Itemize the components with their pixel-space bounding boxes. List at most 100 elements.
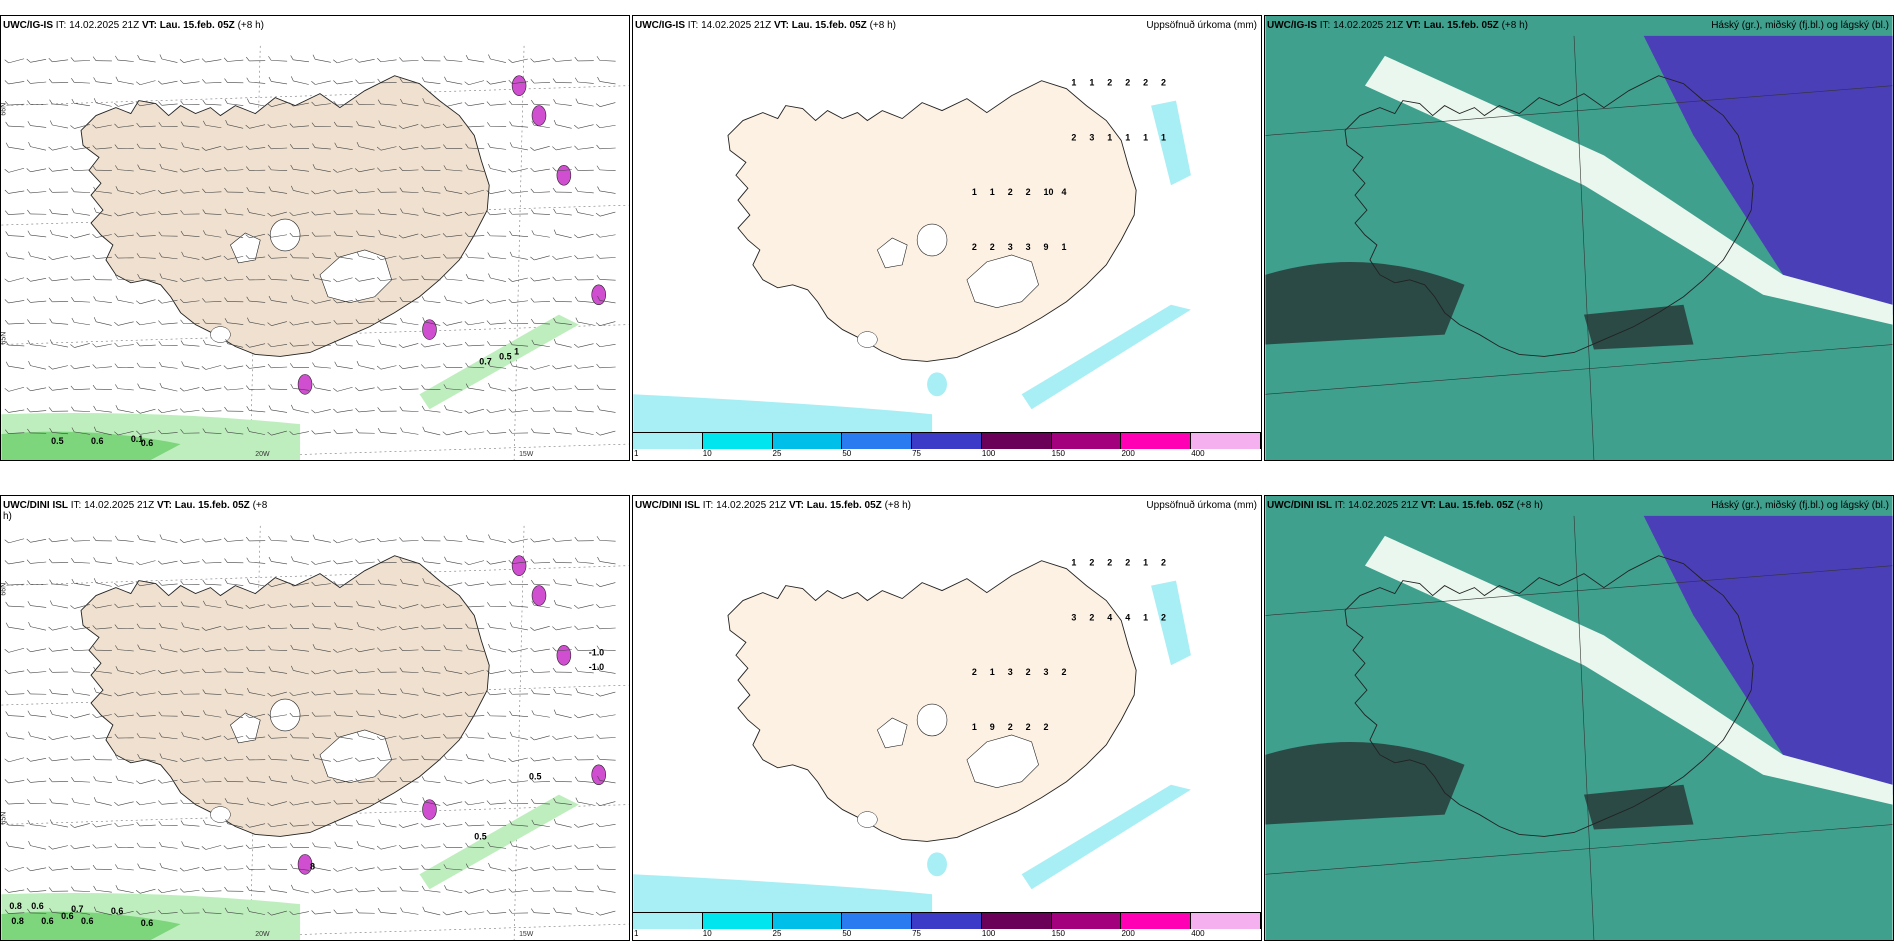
wind-barb [28, 840, 47, 850]
wind-barb [136, 712, 156, 717]
wind-barb [552, 386, 572, 391]
colorbar-swatch [772, 913, 843, 929]
wind-barb [28, 251, 47, 260]
precip-value-label: 2 [990, 242, 995, 252]
wind-barb [355, 408, 375, 413]
wind-barb [443, 363, 463, 368]
wind-barb [114, 801, 134, 806]
wind-barb [70, 865, 91, 871]
wind-gust-area [1, 431, 181, 460]
wind-barb [421, 384, 441, 390]
panel-header: UWC/IG-IS IT: 14.02.2025 21Z VT: Lau. 15… [3, 20, 264, 31]
wind-barb [268, 536, 288, 542]
glacier-myrdalsjokull [210, 806, 231, 823]
wind-barb [420, 734, 441, 739]
wind-barb [247, 98, 266, 107]
wind-value-label: 0.6 [31, 901, 43, 911]
wind-barb [201, 58, 222, 63]
precip-value-label: 3 [1008, 242, 1013, 252]
wind-barb [553, 208, 572, 216]
colorbar-label: 75 [912, 929, 922, 938]
dark-cloud-area [1265, 742, 1465, 825]
wind-barb [289, 843, 310, 848]
wind-barb [27, 820, 47, 827]
wind-barb [159, 622, 178, 630]
panel-wind-igis: UWC/IG-IS IT: 14.02.2025 21Z VT: Lau. 15… [0, 15, 630, 461]
wind-barb [311, 430, 331, 435]
wind-barb [201, 365, 222, 370]
wind-barb [268, 645, 288, 652]
wind-barb [224, 208, 244, 216]
wind-barb [289, 733, 310, 739]
wind-barb [464, 888, 485, 894]
wind-barb [115, 186, 134, 195]
wind-barb [159, 732, 178, 740]
wind-barb [115, 775, 134, 784]
wind-barb [311, 581, 331, 586]
lon-label-15w: 15W [519, 451, 534, 458]
wind-barb [596, 823, 616, 828]
wind-barb [92, 343, 112, 348]
wind-barb [377, 188, 397, 193]
wind-barb [267, 734, 288, 739]
wind-barb [553, 907, 572, 915]
wind-barb [531, 230, 550, 238]
precip-intensity-blob [531, 105, 547, 126]
wind-barb [246, 755, 266, 761]
wind-barb [574, 646, 594, 651]
wind-barb [246, 646, 266, 651]
wind-barb [48, 866, 69, 871]
wind-barb [377, 297, 397, 303]
wind-barb [201, 735, 222, 741]
wind-barb [333, 340, 353, 347]
wind-barb [421, 885, 441, 893]
longitude-line [513, 525, 525, 940]
colorbar-label: 150 [1051, 449, 1066, 458]
wind-barb [597, 76, 616, 85]
wind-barb [508, 298, 529, 303]
wind-barb [553, 579, 572, 586]
wind-barb [268, 666, 288, 674]
wind-barb [267, 823, 288, 828]
wind-barb [49, 339, 69, 348]
wind-barb [225, 819, 244, 828]
wind-barb [4, 167, 25, 173]
panel-header: UWC/DINI ISL IT: 14.02.2025 21Z VT: Lau.… [1267, 500, 1543, 511]
wind-barb [355, 559, 375, 564]
wind-value-label: 0.6 [141, 918, 153, 928]
wind-barb [115, 666, 134, 675]
wind-barb [442, 123, 463, 128]
wind-barb [444, 666, 463, 675]
wind-barb [202, 559, 222, 564]
wind-barb [48, 647, 69, 652]
wind-barb [597, 295, 616, 304]
wind-barb [443, 535, 463, 542]
wind-barb [508, 100, 529, 106]
wind-barb [487, 361, 507, 369]
wind-barb [267, 343, 288, 348]
wind-barb [377, 689, 397, 696]
wind-barb [420, 823, 441, 828]
wind-barb [92, 844, 112, 849]
precip-intensity-blob [511, 555, 527, 576]
wind-barb [224, 667, 244, 673]
wind-barb [291, 76, 309, 85]
wind-barb [487, 142, 507, 150]
wind-barb [464, 80, 485, 86]
wind-barb [377, 78, 397, 84]
wind-barb [464, 801, 485, 806]
wind-barb [574, 364, 594, 369]
wind-barb [465, 274, 485, 282]
wind-barb [509, 601, 529, 608]
wind-barb [311, 341, 331, 346]
wind-barb [224, 798, 244, 805]
wind-barb [202, 298, 222, 303]
wind-barb [355, 79, 375, 84]
colorbar-label: 1 [634, 929, 639, 938]
precip-value-label: 1 [990, 667, 995, 677]
wind-barb [48, 735, 68, 740]
wind-barb [422, 578, 441, 587]
wind-barb [596, 536, 616, 542]
wind-barb [488, 273, 507, 282]
